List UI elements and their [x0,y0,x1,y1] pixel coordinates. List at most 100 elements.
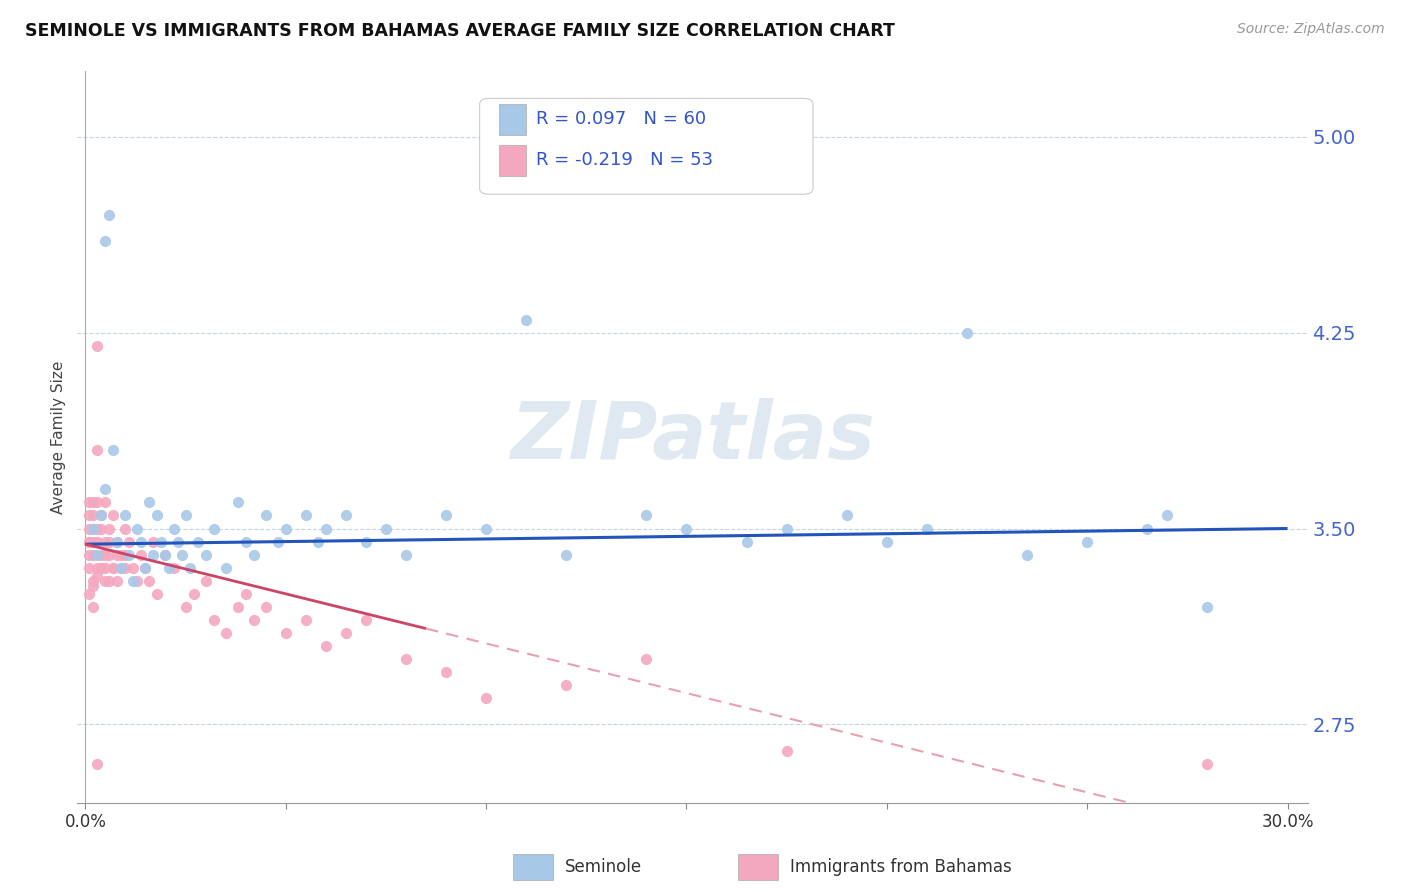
Point [103,560,125,574]
Point [475,691,498,706]
Point [79,495,101,509]
Point [142,548,165,562]
Point [90,508,112,523]
Point [138,574,160,588]
Point [114,560,136,574]
Point [395,652,418,666]
Point [1156,508,1178,523]
Point [79,534,101,549]
Point [636,508,658,523]
Point [107,534,129,549]
Point [155,548,177,562]
Point [876,534,898,549]
Point [235,534,257,549]
Point [434,665,457,680]
Point [110,560,132,574]
Point [194,574,217,588]
Point [555,548,578,562]
Point [636,652,658,666]
Point [434,508,457,523]
Text: Source: ZipAtlas.com: Source: ZipAtlas.com [1237,22,1385,37]
Point [214,560,236,574]
Point [90,522,112,536]
Point [194,548,217,562]
Point [242,548,264,562]
Point [103,443,125,458]
Point [166,534,188,549]
Point [118,548,141,562]
Point [1197,756,1219,771]
Point [162,560,184,574]
Point [114,548,136,562]
Point [82,579,104,593]
Point [90,548,112,562]
Point [315,639,337,653]
Point [274,626,297,640]
Point [82,522,104,536]
Point [98,522,121,536]
Point [374,522,396,536]
Point [170,548,193,562]
Point [267,534,290,549]
Point [131,534,153,549]
Point [79,522,101,536]
Point [294,613,316,627]
Point [94,574,117,588]
Text: Immigrants from Bahamas: Immigrants from Bahamas [790,858,1012,876]
Point [134,560,156,574]
Point [555,678,578,692]
Point [110,560,132,574]
Point [98,208,121,222]
Point [162,522,184,536]
Point [956,326,979,340]
Text: SEMINOLE VS IMMIGRANTS FROM BAHAMAS AVERAGE FAMILY SIZE CORRELATION CHART: SEMINOLE VS IMMIGRANTS FROM BAHAMAS AVER… [25,22,896,40]
Point [114,522,136,536]
Point [86,495,108,509]
Point [94,548,117,562]
Point [107,534,129,549]
Point [294,508,316,523]
Point [127,522,149,536]
Point [86,560,108,574]
Point [155,548,177,562]
Point [82,522,104,536]
Point [775,743,797,757]
Point [86,534,108,549]
Point [735,534,758,549]
Point [98,534,121,549]
Point [82,574,104,588]
Point [94,483,117,497]
Point [98,574,121,588]
Point [94,495,117,509]
Point [159,560,181,574]
Point [114,508,136,523]
Y-axis label: Average Family Size: Average Family Size [51,360,66,514]
Point [82,548,104,562]
Point [1015,548,1038,562]
FancyBboxPatch shape [479,98,813,194]
Point [94,534,117,549]
Point [79,508,101,523]
Point [395,548,418,562]
Point [146,508,169,523]
Point [103,560,125,574]
Point [122,560,145,574]
Point [107,548,129,562]
Point [179,560,201,574]
Point [131,548,153,562]
Point [134,560,156,574]
Point [82,495,104,509]
Point [82,599,104,614]
Point [98,548,121,562]
Point [307,534,329,549]
Point [354,534,377,549]
Point [242,613,264,627]
Point [90,560,112,574]
Point [835,508,858,523]
Point [86,548,108,562]
Point [675,522,697,536]
Point [107,574,129,588]
Point [202,522,225,536]
Point [90,508,112,523]
Point [226,495,249,509]
